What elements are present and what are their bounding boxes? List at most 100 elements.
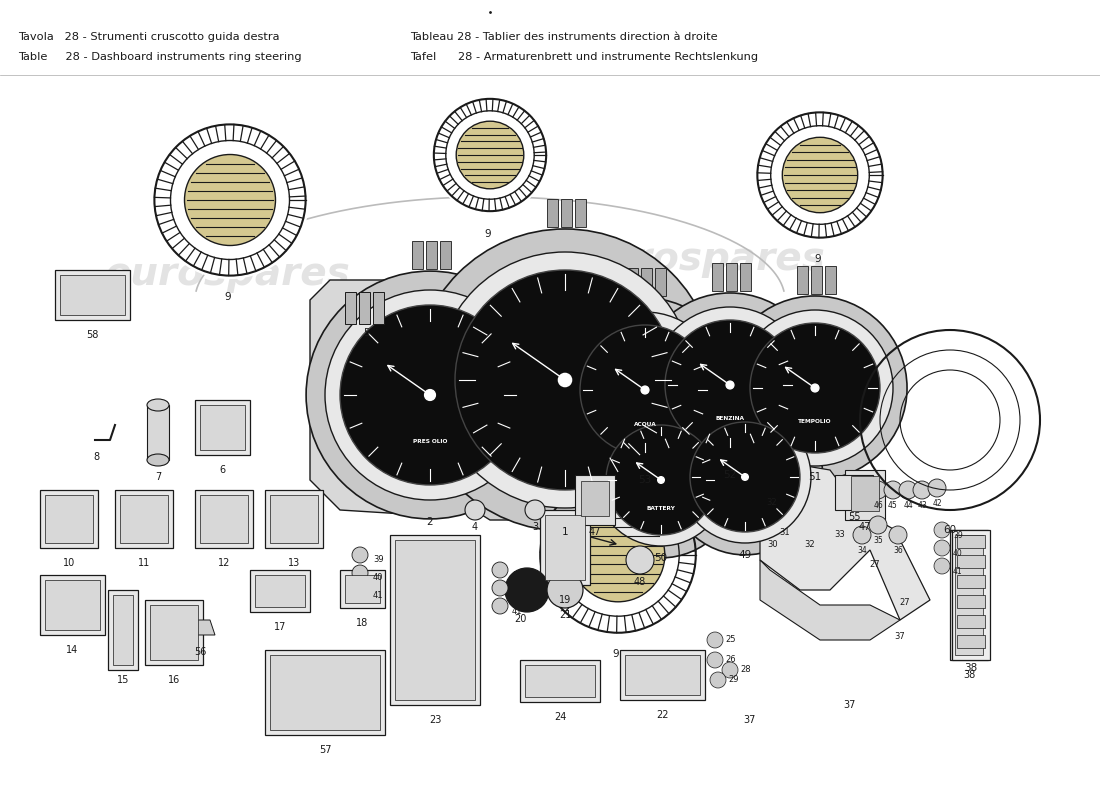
Polygon shape — [310, 280, 440, 515]
Bar — [740, 263, 751, 291]
Circle shape — [525, 500, 544, 520]
Text: 25: 25 — [725, 635, 736, 645]
Text: 9: 9 — [485, 229, 492, 239]
Circle shape — [352, 547, 368, 563]
Text: 20: 20 — [514, 614, 526, 624]
Circle shape — [492, 598, 508, 614]
Text: 58: 58 — [86, 330, 99, 340]
Text: eurospares: eurospares — [580, 240, 826, 278]
Bar — [195, 490, 253, 548]
Text: 60: 60 — [944, 525, 957, 535]
Circle shape — [340, 305, 520, 485]
Circle shape — [465, 500, 485, 520]
Text: 3: 3 — [532, 522, 538, 532]
Bar — [726, 263, 737, 291]
Circle shape — [352, 565, 368, 581]
Bar — [345, 575, 379, 603]
Circle shape — [626, 546, 654, 574]
Circle shape — [492, 580, 508, 596]
Bar — [200, 495, 248, 543]
Text: 33: 33 — [835, 530, 846, 539]
Circle shape — [432, 97, 548, 214]
Circle shape — [606, 425, 716, 535]
Bar — [654, 268, 666, 296]
Bar — [540, 510, 590, 585]
Circle shape — [782, 138, 858, 213]
Text: 45: 45 — [888, 501, 898, 510]
Circle shape — [913, 481, 931, 499]
Bar — [120, 495, 168, 543]
Text: 32: 32 — [767, 498, 778, 507]
Text: 29: 29 — [728, 675, 738, 685]
Text: 9: 9 — [815, 254, 822, 264]
Bar — [426, 241, 437, 269]
Text: 35: 35 — [873, 536, 883, 545]
Text: 51: 51 — [808, 472, 822, 482]
Text: 50: 50 — [654, 553, 668, 563]
Bar — [755, 369, 766, 397]
Circle shape — [723, 296, 908, 480]
Circle shape — [737, 310, 893, 466]
Bar — [727, 369, 738, 397]
Circle shape — [152, 122, 308, 278]
Text: 4: 4 — [472, 522, 478, 532]
Text: eurospares: eurospares — [104, 255, 351, 293]
Text: 14: 14 — [66, 645, 78, 655]
Bar — [957, 635, 984, 648]
Text: 37: 37 — [744, 715, 756, 725]
Bar — [55, 270, 130, 320]
Text: 2: 2 — [427, 517, 433, 527]
Circle shape — [934, 540, 950, 556]
Circle shape — [492, 562, 508, 578]
Text: 40: 40 — [512, 589, 522, 598]
Text: 57: 57 — [319, 745, 331, 755]
Bar — [147, 405, 169, 460]
Circle shape — [889, 526, 908, 544]
Bar — [835, 475, 873, 510]
Text: 46: 46 — [873, 501, 883, 510]
Text: 52: 52 — [724, 470, 737, 480]
Bar — [547, 199, 558, 227]
Text: Tavola   28 - Strumenti cruscotto guida destra: Tavola 28 - Strumenti cruscotto guida de… — [18, 32, 279, 42]
Text: 37: 37 — [844, 700, 856, 710]
Bar — [412, 241, 424, 269]
Bar — [520, 660, 600, 702]
Circle shape — [566, 312, 723, 468]
Bar — [359, 292, 370, 324]
Text: 44: 44 — [903, 501, 913, 510]
Bar — [195, 400, 250, 455]
Bar — [957, 555, 984, 568]
Bar — [250, 570, 310, 612]
Text: 42: 42 — [932, 499, 942, 508]
Bar — [627, 268, 638, 296]
Text: 6: 6 — [219, 465, 225, 475]
Text: 22: 22 — [657, 710, 669, 720]
Bar — [40, 490, 98, 548]
Bar — [373, 292, 384, 324]
Bar — [525, 665, 595, 697]
Text: 41: 41 — [373, 591, 384, 601]
Text: ACQUA: ACQUA — [634, 422, 657, 426]
Circle shape — [750, 323, 880, 453]
Bar — [270, 495, 318, 543]
Text: 36: 36 — [893, 546, 903, 555]
Bar — [395, 540, 475, 700]
Bar — [957, 575, 984, 588]
Text: 5: 5 — [363, 328, 370, 338]
Bar — [116, 490, 173, 548]
Circle shape — [741, 474, 748, 480]
Circle shape — [505, 568, 549, 612]
Text: 10: 10 — [63, 558, 75, 568]
Text: 34: 34 — [857, 546, 867, 555]
Bar — [108, 590, 138, 670]
Bar — [45, 580, 100, 630]
Circle shape — [352, 583, 368, 599]
Bar — [620, 650, 705, 700]
Circle shape — [869, 481, 887, 499]
Text: 43: 43 — [917, 501, 927, 510]
Circle shape — [899, 481, 917, 499]
Circle shape — [324, 290, 535, 500]
Text: 32: 32 — [805, 540, 815, 549]
Text: 23: 23 — [429, 715, 441, 725]
Bar — [644, 372, 654, 400]
